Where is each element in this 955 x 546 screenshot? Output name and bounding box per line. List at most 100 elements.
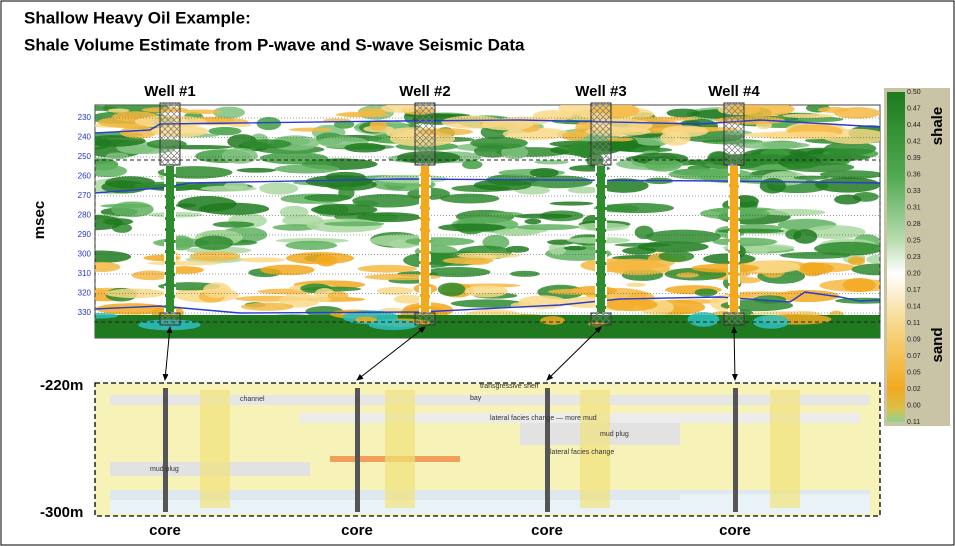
seismic-blob: [523, 175, 593, 189]
core-label: core: [719, 522, 751, 539]
seismic-blob: [805, 225, 866, 240]
seismic-blob: [661, 125, 709, 138]
color-scale-label: 0.23: [907, 254, 921, 261]
seismic-blob: [501, 145, 529, 160]
seismic-blob: [604, 298, 658, 312]
seismic-blob: [355, 316, 377, 323]
seismic-blob: [275, 238, 349, 244]
seismic-blob: [131, 270, 170, 281]
seismic-blob: [563, 245, 587, 251]
seismic-blob: [782, 113, 835, 119]
cross-section-annotation: transgressive shelf: [480, 383, 538, 390]
scale-bottom-label: sand: [929, 327, 946, 362]
color-scale-label: 0.33: [907, 188, 921, 195]
seismic-blob: [369, 119, 387, 131]
title-line: Shale Volume Estimate from P-wave and S-…: [24, 35, 525, 54]
seismic-blob: [327, 291, 349, 301]
seismic-blob: [780, 131, 842, 140]
seismic-blob: [95, 250, 132, 264]
seismic-blob: [645, 229, 721, 244]
time-tick-label: 230: [78, 113, 92, 122]
seismic-blob: [470, 136, 528, 150]
depth-label: -220m: [40, 377, 83, 394]
seismic-blob: [278, 293, 320, 308]
seismic-blob: [516, 224, 579, 231]
seismic-blob: [866, 254, 880, 265]
color-scale-label: 0.17: [907, 287, 921, 294]
seismic-blob: [359, 108, 386, 116]
cross-section-annotation: lateral facies change — more mud: [490, 415, 597, 422]
tie-arrow: [356, 326, 426, 381]
cross-section-annotation: mud plug: [150, 466, 179, 473]
color-scale-label: 0.39: [907, 155, 921, 162]
horizons: [95, 119, 880, 314]
seismic-blob: [105, 288, 166, 299]
seismic-blob: [95, 315, 880, 338]
seismic-blob: [438, 223, 506, 232]
time-tick-label: 290: [78, 230, 92, 239]
seismic-blob: [157, 166, 233, 179]
color-scale-labels: 0.50 0.47 0.44 0.42 0.39 0.36 0.33 0.31 0.28 0.25…: [907, 89, 921, 426]
tie-arrow: [546, 326, 602, 381]
seismic-blob: [851, 263, 880, 276]
seismic-blob: [814, 241, 880, 256]
seismic-blob: [728, 105, 795, 117]
seismic-blob: [450, 299, 525, 308]
seismic-blob: [323, 221, 385, 227]
core-label: core: [531, 522, 563, 539]
well-box: [414, 312, 436, 326]
seismic-blob: [464, 285, 509, 298]
well-box: [723, 102, 745, 166]
seismic-blob: [694, 288, 718, 297]
color-scale-label: 0.44: [907, 122, 921, 129]
cross-section-annotation: bay: [470, 395, 482, 402]
seismic-blob: [533, 110, 573, 122]
seismic-blob: [502, 127, 571, 140]
well-box: [590, 312, 612, 326]
seismic-blob: [748, 245, 770, 254]
time-tick-label: 240: [78, 133, 92, 142]
cross-section-annotation: lateral facies change: [550, 449, 614, 456]
seismic-blob: [548, 242, 567, 256]
seismic-blob: [724, 291, 800, 297]
core-label: core: [149, 522, 181, 539]
cross-section-annotation: mud plug: [600, 431, 629, 438]
seismic-blob: [440, 193, 500, 204]
well-strip: [728, 164, 740, 314]
seismic-blob: [194, 235, 234, 251]
seismic-blob: [848, 256, 866, 266]
color-scale-label: 0.11: [907, 320, 920, 327]
color-scale-label: 0.42: [907, 138, 921, 145]
zoom-box: [94, 159, 881, 323]
seismic-blob: [735, 141, 810, 150]
time-tick-label: 310: [78, 269, 92, 278]
time-tick-label: 320: [78, 289, 92, 298]
cross-section-border: [94, 382, 881, 517]
cross-section-annotations: transgressive shelf channel bay lateral fac…: [150, 383, 629, 473]
seismic-blob: [95, 261, 121, 272]
seismic-blob: [111, 201, 154, 218]
seismic-blob: [357, 264, 418, 273]
seismic-blob: [505, 245, 530, 253]
seismic-blob: [119, 125, 158, 139]
color-scale-bar: [887, 92, 905, 422]
seismic-blob: [212, 221, 255, 228]
seismic-blob: [272, 224, 318, 231]
seismic-blob: [305, 175, 373, 188]
seismic-blob: [752, 314, 790, 329]
seismic-blob: [442, 257, 494, 265]
seismic-blob: [815, 177, 880, 193]
seismic-blob: [95, 164, 128, 178]
well-box: [159, 312, 181, 326]
wells: Well #1 Well #2 Well #3 Well #4: [144, 83, 760, 381]
seismic-blob: [534, 160, 569, 165]
seismic-blob: [100, 203, 152, 208]
seismic-blob: [712, 237, 778, 247]
seismic-blob: [437, 282, 466, 297]
core-label: core: [341, 522, 373, 539]
seismic-blob: [676, 272, 699, 278]
seismic-blob: [717, 228, 785, 234]
seismic-blob: [221, 147, 258, 164]
well-label: Well #3: [575, 83, 626, 100]
seismic-blob: [666, 108, 700, 118]
